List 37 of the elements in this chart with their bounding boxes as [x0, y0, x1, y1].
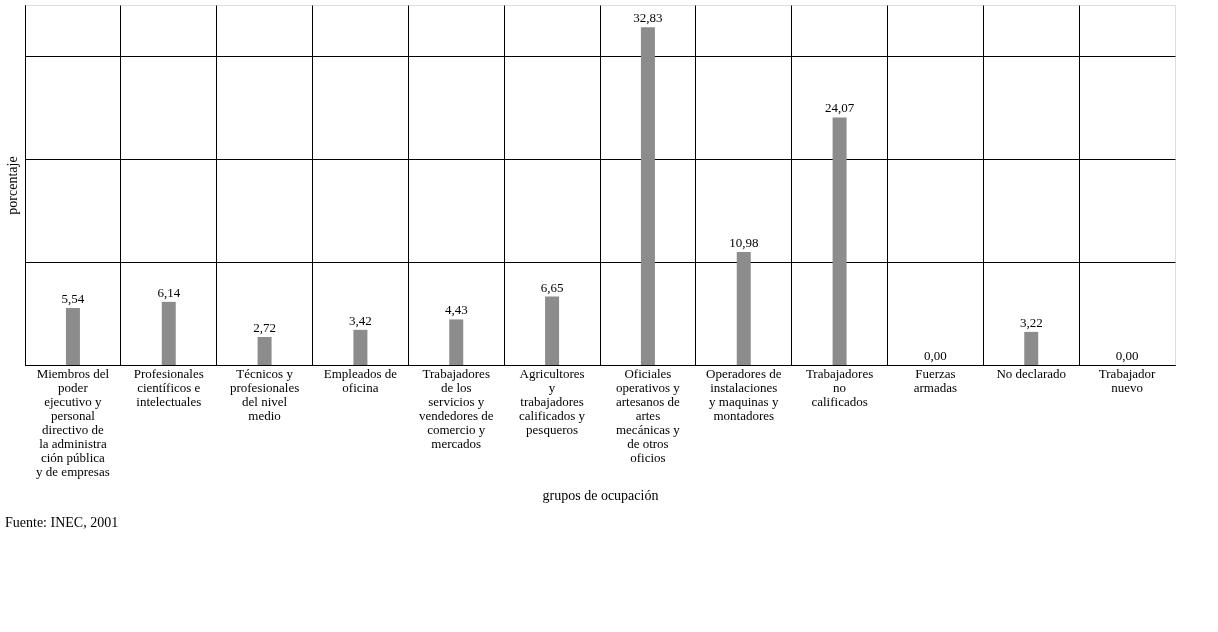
bar	[832, 117, 847, 365]
data-label: 3,22	[1019, 314, 1043, 330]
x-tick-label: Trabajadores no calificados	[805, 365, 874, 409]
data-label: 32,83	[633, 10, 663, 26]
bar	[736, 252, 751, 365]
x-tick-label: Trabajador nuevo	[1098, 365, 1157, 395]
data-label: 10,98	[729, 235, 759, 251]
bar	[353, 329, 368, 365]
data-label: 6,65	[540, 279, 564, 295]
data-label: 3,42	[349, 312, 372, 328]
x-tick-label: Agricultores y trabajadores calificados y pesqueros	[519, 365, 586, 437]
data-label: 24,07	[824, 100, 855, 116]
data-label: 2,72	[253, 320, 276, 336]
x-tick-label: Miembros del poder ejecutivo y personal directivo de la administración pública y de empresas	[36, 365, 110, 479]
x-tick-label: Empleados de oficina	[323, 365, 398, 395]
bar	[449, 319, 464, 365]
x-tick-label: Técnicos y profesionales del nivel medio	[229, 365, 300, 423]
x-tick-label: No declarado	[996, 365, 1067, 381]
x-tick-label: Oficiales operativos y artesanos de artes mecánicas y de otros oficios	[615, 365, 681, 465]
data-label: 0,00	[924, 348, 947, 363]
bar	[545, 296, 560, 365]
x-axis-title: grupos de ocupación	[542, 487, 659, 503]
bar	[257, 337, 272, 365]
bar	[65, 308, 80, 365]
bar	[640, 27, 655, 365]
x-tick-label: Trabajadores de los servicios y vendedores de comercio y mercados	[418, 365, 494, 451]
x-tick-label: Operadores de instalaciones y maquinas y montadores	[706, 365, 782, 423]
data-label: 6,14	[157, 284, 181, 300]
data-label: 0,00	[1115, 348, 1139, 363]
y-axis-title: porcentaje	[4, 156, 20, 215]
bar	[161, 301, 176, 365]
data-label: 4,43	[444, 302, 468, 318]
bar	[1024, 331, 1039, 365]
x-tick-label: Profesionales científicos e intelectuales	[133, 365, 204, 409]
x-tick-label: Fuerzas armadas	[913, 365, 958, 395]
data-label: 5,54	[61, 291, 85, 307]
source-note: Fuente: INEC, 2001	[5, 515, 119, 530]
